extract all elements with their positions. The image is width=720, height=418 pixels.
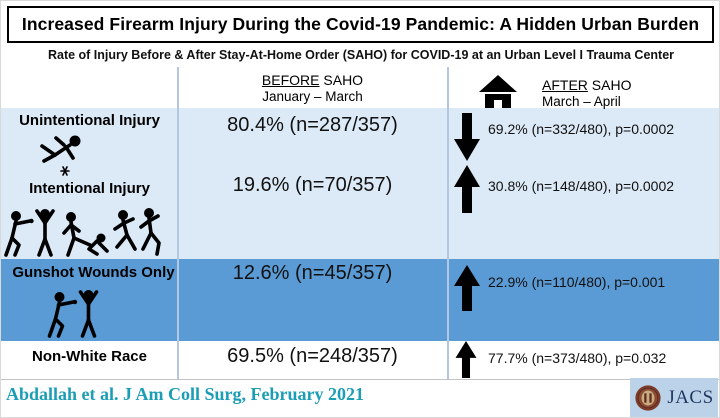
light-blue-band [1,108,719,259]
before-value-gunshot: 12.6% (n=45/357) [232,262,393,284]
after-rest: SAHO [587,77,632,93]
subtitle: Rate of Injury Before & After Stay-At-Ho… [47,48,675,62]
after-value-unintentional: 69.2% (n=332/480), p=0.0002 [488,121,675,137]
before-period: January – March [262,89,363,104]
jacs-logo: JACS [630,378,718,417]
before-rest: SAHO [319,72,364,88]
increase-arrow-icon [454,341,478,378]
falling-person-icon [35,131,95,177]
column-divider-right [447,67,449,379]
jacs-seal-icon [635,385,661,411]
row-label-unintentional-injury: Unintentional Injury [19,112,160,129]
row-label-gunshot-wounds: Gunshot Wounds Only [12,264,175,281]
before-value-unintentional: 80.4% (n=287/357) [227,114,398,136]
citation: Abdallah et al. J Am Coll Surg, February… [6,384,365,404]
after-column-header: AFTER SAHO March – April [542,77,631,109]
after-value-intentional: 30.8% (n=148/480), p=0.0002 [488,178,675,194]
after-underlined: AFTER [542,77,588,93]
row-label-intentional-injury: Intentional Injury [29,180,150,197]
before-value-intentional: 19.6% (n=70/357) [232,174,393,196]
house-icon [477,74,519,110]
fighting-people-icon [3,207,163,259]
row-label-non-white-race: Non-White Race [31,348,147,365]
after-period: March – April [542,94,621,109]
before-value-non-white: 69.5% (n=248/357) [227,345,398,367]
armed-robbery-icon [39,288,109,340]
page-title: Increased Firearm Injury During the Covi… [21,14,700,34]
before-underlined: BEFORE [261,72,320,88]
after-value-non-white: 77.7% (n=373/480), p=0.032 [488,350,667,366]
after-saho-label: AFTER SAHO [542,77,631,93]
after-value-gunshot: 22.9% (n=110/480), p=0.001 [488,274,666,290]
increase-arrow-icon [454,265,480,311]
title-box: Increased Firearm Injury During the Covi… [7,6,714,43]
bottom-divider-line [1,379,719,380]
column-divider-left [177,67,179,379]
before-saho-label: BEFORE SAHO [178,72,447,88]
dark-blue-band [1,259,719,341]
before-column-header: BEFORE SAHO January – March [178,72,447,104]
decrease-arrow-icon [454,113,480,161]
jacs-logo-text: JACS [667,387,714,408]
increase-arrow-icon [454,165,480,213]
